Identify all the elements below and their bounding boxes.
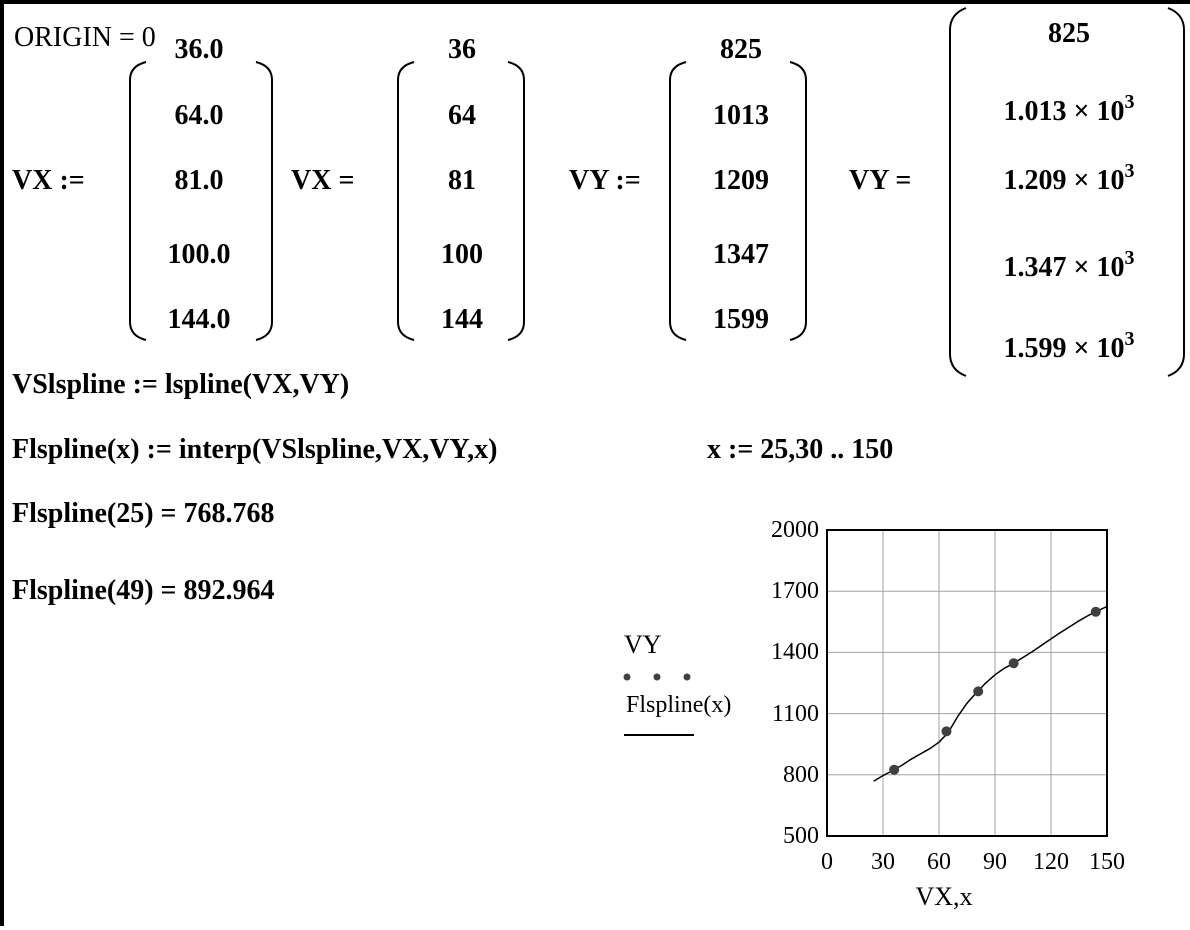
vy-def-right-paren — [789, 61, 807, 341]
legend-marker-line — [624, 734, 694, 736]
legend-label-flspline: Flspline(x) — [626, 692, 732, 718]
y-tick-label: 1100 — [771, 700, 819, 727]
vy-def-value: 1013 — [713, 100, 769, 131]
vy-def-value: 1209 — [713, 165, 769, 196]
data-point-vy — [973, 686, 984, 697]
evaluation-flspline-49[interactable]: Flspline(49) = 892.964 — [12, 575, 275, 606]
vy-def-value: 1347 — [713, 239, 769, 270]
y-tick-label: 1700 — [771, 578, 819, 605]
y-tick-label: 2000 — [771, 517, 819, 543]
interp-definition[interactable]: Flspline(x) := interp(VSlspline,VX,VY,x) — [12, 434, 498, 465]
y-tick-label: 800 — [783, 761, 819, 788]
vx-eval-right-paren — [507, 61, 525, 341]
vx-eval-value: 64 — [448, 100, 476, 131]
vx-def-value: 64.0 — [174, 100, 224, 131]
x-tick-label: 120 — [1033, 849, 1069, 875]
vy-eval-value: 1.347 × 103 — [1003, 247, 1135, 283]
x-axis-label: VX,x — [915, 882, 973, 911]
vx-eval-value: 100 — [441, 239, 483, 270]
x-tick-label: 60 — [927, 849, 951, 875]
vx-def-value: 81.0 — [174, 165, 224, 196]
origin-statement[interactable]: ORIGIN = 0 — [14, 22, 156, 53]
lspline-definition[interactable]: VSlspline := lspline(VX,VY) — [12, 369, 350, 400]
vx-evaluation-label[interactable]: VX = — [291, 165, 355, 196]
y-tick-label: 1400 — [771, 639, 819, 666]
vx-definition-label[interactable]: VX := — [12, 165, 85, 196]
x-tick-label: 90 — [983, 849, 1007, 875]
vx-def-value: 144.0 — [167, 304, 231, 335]
evaluation-flspline-25[interactable]: Flspline(25) = 768.768 — [12, 498, 275, 529]
vy-evaluation-label[interactable]: VY = — [849, 165, 912, 196]
vy-eval-right-paren — [1167, 7, 1185, 377]
x-tick-label: 0 — [821, 849, 833, 875]
vx-eval-value: 144 — [441, 304, 483, 335]
vx-eval-value: 36 — [448, 34, 476, 65]
series-line-flspline — [873, 605, 1108, 782]
vy-eval-value: 1.209 × 103 — [1003, 160, 1135, 196]
vy-eval-value: 1.013 × 103 — [1003, 91, 1135, 127]
legend-label-vy: VY — [624, 630, 662, 659]
vy-eval-value: 1.599 × 103 — [1003, 328, 1135, 364]
data-point-vy — [1008, 658, 1019, 669]
data-point-vy — [889, 764, 900, 775]
x-tick-label: 150 — [1089, 849, 1125, 875]
x-tick-label: 30 — [871, 849, 895, 875]
vx-def-value: 100.0 — [167, 239, 231, 270]
data-point-vy — [1090, 606, 1101, 617]
vy-def-value: 825 — [720, 34, 762, 65]
vx-eval-value: 81 — [448, 165, 476, 196]
vy-eval-left-paren — [949, 7, 967, 377]
plot-canvas — [826, 529, 1108, 837]
vy-eval-value: 825 — [1048, 18, 1090, 49]
vx-def-right-paren — [255, 61, 273, 341]
vx-eval-left-paren — [397, 61, 415, 341]
data-point-vy — [941, 726, 952, 737]
vy-def-value: 1599 — [713, 304, 769, 335]
y-tick-label: 500 — [783, 823, 819, 849]
legend-marker-points — [623, 673, 691, 681]
vy-definition-label[interactable]: VY := — [569, 165, 641, 196]
vx-def-left-paren — [129, 61, 147, 341]
vx-def-value: 36.0 — [174, 34, 224, 65]
vy-def-left-paren — [669, 61, 687, 341]
range-definition[interactable]: x := 25,30 .. 150 — [707, 434, 894, 465]
plot-frame — [826, 529, 1108, 837]
xy-plot[interactable]: 500 800 1100 1400 1700 2000 0 30 60 90 120 150 VY F… — [4, 4, 1190, 930]
